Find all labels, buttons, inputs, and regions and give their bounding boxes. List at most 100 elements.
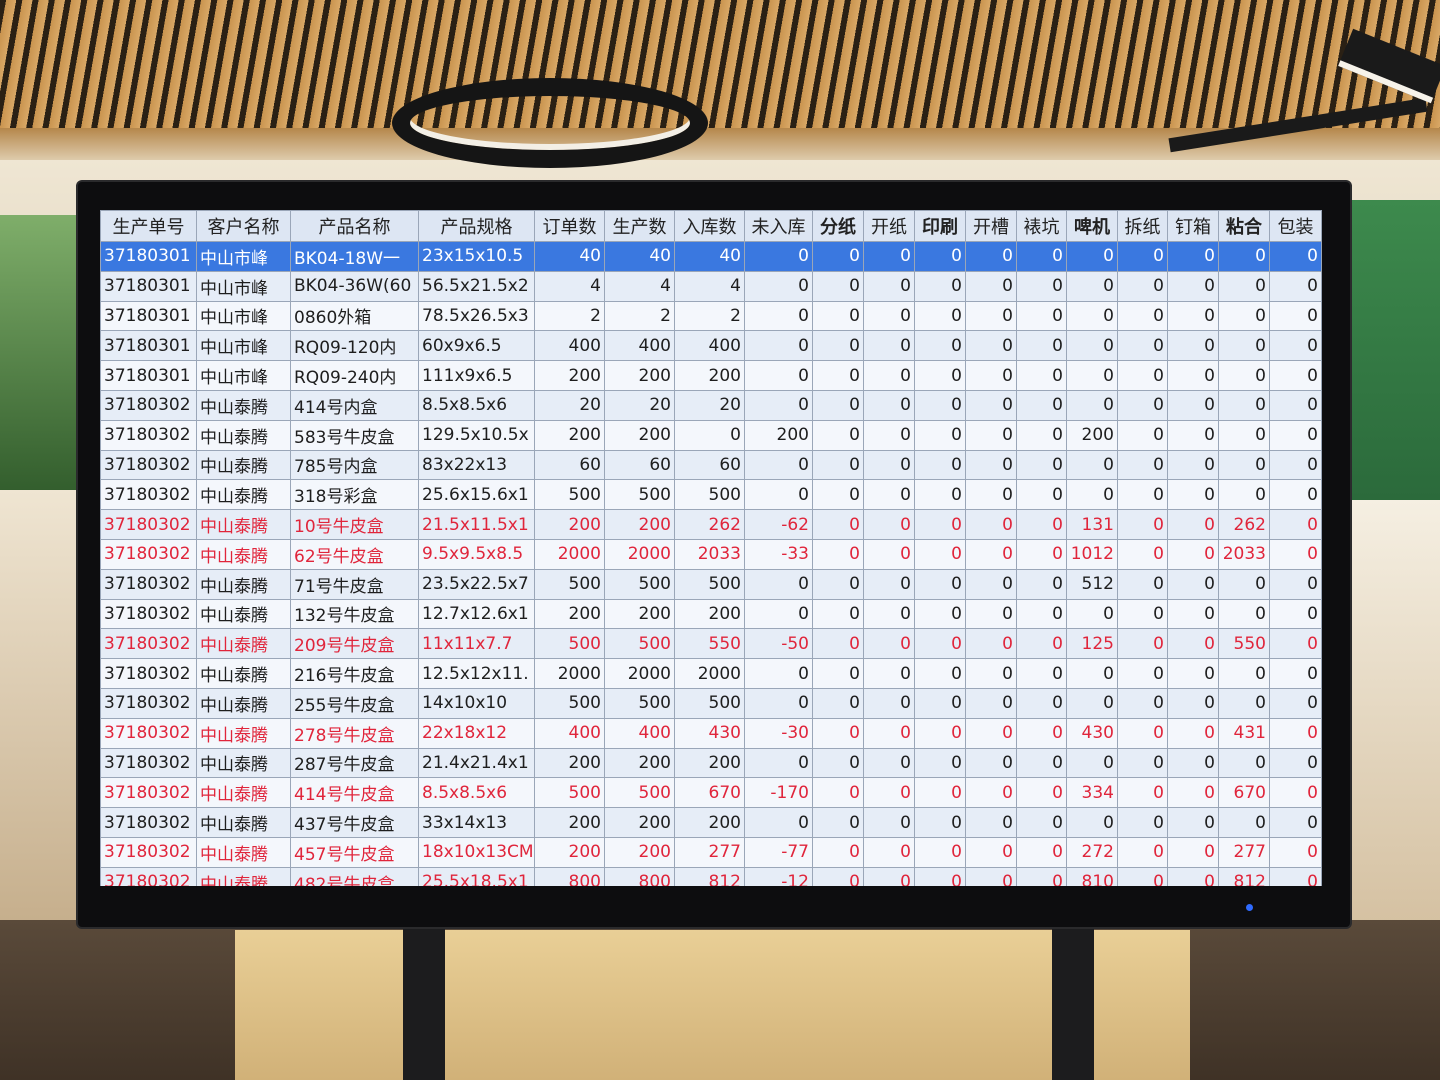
table-row[interactable]: 37180302 中山泰腾 457号牛皮盒 18x10x13CM 200 200 277 -7…	[100, 836, 1322, 868]
col-header-spec[interactable]: 产品规格	[418, 210, 535, 242]
table-cell: 0	[1066, 300, 1118, 332]
table-row[interactable]: 37180302 中山泰腾 318号彩盒 25.6x15.6x1 500 500 500 0 0…	[100, 479, 1322, 511]
table-cell: 0	[965, 747, 1017, 779]
col-header-paper-cut[interactable]: 开纸	[863, 210, 915, 242]
table-row[interactable]: 37180302 中山泰腾 10号牛皮盒 21.5x11.5x1 200 200 262 -6…	[100, 509, 1322, 540]
table-cell: 中山泰腾	[196, 628, 291, 660]
table-cell: 0	[812, 747, 864, 779]
table-cell: 0	[914, 866, 966, 886]
table-row[interactable]: 37180302 中山泰腾 209号牛皮盒 11x11x7.7 500 500 550 -50…	[100, 628, 1322, 660]
table-row[interactable]: 37180301 中山市峰 BK04-18W一 23x15x10.5 40 40 40 0 0 0…	[100, 241, 1322, 272]
col-header-laminating[interactable]: 裱坑	[1016, 210, 1067, 242]
table-cell: 0	[914, 479, 966, 511]
table-cell: 0	[863, 300, 915, 332]
table-cell: 0	[863, 687, 915, 719]
col-header-gluing[interactable]: 粘合	[1218, 210, 1270, 242]
ceiling	[0, 0, 1440, 150]
table-cell: 0	[1117, 747, 1168, 779]
table-cell: 23.5x22.5x7	[418, 568, 535, 600]
table-cell: 0	[812, 389, 864, 421]
table-cell: 0	[863, 360, 915, 391]
table-cell: -62	[744, 509, 813, 540]
table-cell: 785号内盒	[290, 449, 419, 481]
table-row[interactable]: 37180302 中山泰腾 255号牛皮盒 14x10x10 500 500 500 0 0 0 0…	[100, 687, 1322, 719]
table-cell: 0	[1016, 777, 1067, 809]
table-cell: 中山泰腾	[196, 747, 291, 779]
table-row[interactable]: 37180302 中山泰腾 216号牛皮盒 12.5x12x11. 2000 2000 20…	[100, 658, 1322, 689]
table-cell: 0	[1117, 479, 1168, 511]
table-cell: 0	[1117, 241, 1168, 272]
table-cell: 0	[965, 687, 1017, 719]
table-cell: -12	[744, 866, 813, 886]
table-cell: 0	[674, 419, 745, 451]
col-header-paper-split[interactable]: 分纸	[812, 210, 864, 242]
table-cell: 0	[1066, 687, 1118, 719]
table-row[interactable]: 37180302 中山泰腾 287号牛皮盒 21.4x21.4x1 200 200 200 0…	[100, 747, 1322, 779]
table-cell: 0	[1269, 807, 1322, 838]
table-cell: 0	[1269, 836, 1322, 868]
table-cell: 0	[965, 330, 1017, 362]
table-cell: 500	[604, 687, 675, 719]
table-row[interactable]: 37180302 中山泰腾 71号牛皮盒 23.5x22.5x7 500 500 500 0 0…	[100, 568, 1322, 600]
table-cell: 0	[1117, 717, 1168, 749]
table-cell: 0	[1117, 300, 1168, 332]
table-cell: 500	[604, 568, 675, 600]
col-header-slotting[interactable]: 开槽	[965, 210, 1017, 242]
col-header-packing[interactable]: 包装	[1269, 210, 1322, 242]
table-cell: 0	[812, 270, 864, 302]
table-cell: 71号牛皮盒	[290, 568, 419, 600]
table-cell: 0	[1167, 479, 1219, 511]
table-row[interactable]: 37180302 中山泰腾 583号牛皮盒 129.5x10.5x 200 200 0 200…	[100, 419, 1322, 451]
table-row[interactable]: 37180302 中山泰腾 414号内盒 8.5x8.5x6 20 20 20 0 0 0 0 0 0 0…	[100, 389, 1322, 421]
col-header-stocked-qty[interactable]: 入库数	[674, 210, 745, 242]
table-row[interactable]: 37180302 中山泰腾 482号牛皮盒 25.5x18.5x1 800 800 812-…	[100, 866, 1322, 886]
production-table: 生产单号 客户名称 产品名称 产品规格 订单数 生产数 入库数 未入库 分纸 开…	[100, 210, 1322, 886]
table-cell: 0	[1269, 270, 1322, 302]
table-row[interactable]: 37180301 中山市峰 BK04-36W(60 56.5x21.5x2 4 4 4 0 0 0…	[100, 270, 1322, 302]
col-header-printing[interactable]: 印刷	[914, 210, 966, 242]
table-cell: 中山市峰	[196, 330, 291, 362]
col-header-stitching[interactable]: 钉箱	[1167, 210, 1219, 242]
table-row[interactable]: 37180302 中山泰腾 785号内盒 83x22x13 60 60 60 0 0 0 0 0 0 0 0…	[100, 449, 1322, 481]
table-cell: 37180302	[100, 419, 197, 451]
table-cell: 0	[914, 360, 966, 391]
table-row[interactable]: 37180302 中山泰腾 278号牛皮盒 22x18x12 400 400 430 -30 0…	[100, 717, 1322, 749]
table-cell: 0	[863, 717, 915, 749]
col-header-produced-qty[interactable]: 生产数	[604, 210, 675, 242]
table-row[interactable]: 37180301 中山市峰 RQ09-240内 111x9x6.5 200 200 200 0…	[100, 360, 1322, 391]
table-cell: 0	[1016, 300, 1067, 332]
screen: 生产单号 客户名称 产品名称 产品规格 订单数 生产数 入库数 未入库 分纸 开…	[100, 210, 1322, 886]
table-cell: 0	[1016, 449, 1067, 481]
table-row[interactable]: 37180301 中山市峰 0860外箱 78.5x26.5x3 2 2 2 0 0 0 0 0 0 0 0…	[100, 300, 1322, 332]
col-header-die-cutting[interactable]: 啤机	[1066, 210, 1118, 242]
table-cell: 中山泰腾	[196, 538, 291, 570]
table-cell: 0	[1269, 598, 1322, 630]
table-cell: 0	[863, 658, 915, 689]
table-cell: 0	[1167, 866, 1219, 886]
table-cell: 200	[604, 509, 675, 540]
table-cell: 500	[604, 628, 675, 660]
table-cell: 500	[534, 628, 605, 660]
table-cell: 0	[863, 568, 915, 600]
table-cell: 0	[812, 777, 864, 809]
table-cell: 0	[1218, 807, 1270, 838]
col-header-order-no[interactable]: 生产单号	[100, 210, 197, 242]
col-header-unstocked-qty[interactable]: 未入库	[744, 210, 813, 242]
table-row[interactable]: 37180302 中山泰腾 437号牛皮盒 33x14x13 200 200 200 0 0 0 0…	[100, 807, 1322, 838]
table-cell: 500	[604, 777, 675, 809]
table-cell: 0	[1117, 509, 1168, 540]
table-cell: 0	[812, 330, 864, 362]
col-header-stripping[interactable]: 拆纸	[1117, 210, 1168, 242]
col-header-customer[interactable]: 客户名称	[196, 210, 291, 242]
col-header-product-name[interactable]: 产品名称	[290, 210, 419, 242]
table-row[interactable]: 37180301 中山市峰 RQ09-120内 60x9x6.5 400 400 400 0 0…	[100, 330, 1322, 362]
table-cell: 0	[1269, 300, 1322, 332]
table-cell: 200	[534, 360, 605, 391]
table-row[interactable]: 37180302 中山泰腾 414号牛皮盒 8.5x8.5x6 500 500 670 -17…	[100, 777, 1322, 809]
table-row[interactable]: 37180302 中山泰腾 62号牛皮盒 9.5x9.5x8.5 2000 2000 203…	[100, 538, 1322, 570]
table-row[interactable]: 37180302 中山泰腾 132号牛皮盒 12.7x12.6x1 200 200 200 0…	[100, 598, 1322, 630]
col-header-order-qty[interactable]: 订单数	[534, 210, 605, 242]
table-cell: 0	[914, 777, 966, 809]
table-cell: 0	[1269, 509, 1322, 540]
table-cell: 0	[1269, 479, 1322, 511]
